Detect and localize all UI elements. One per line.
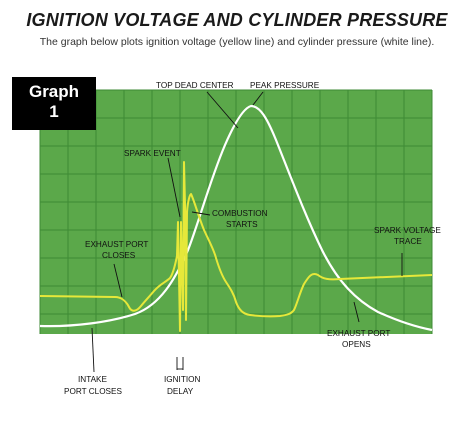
top-dead-center-label: TOP DEAD CENTER — [156, 81, 234, 90]
exhaust-port-closes-label-1: EXHAUST PORT — [85, 240, 148, 249]
ignition-delay-label-2: DELAY — [167, 387, 194, 396]
spark-event-label: SPARK EVENT — [124, 149, 181, 158]
intake-port-closes-label-2: PORT CLOSES — [64, 387, 122, 396]
graph-badge: Graph 1 — [12, 77, 96, 130]
graph-badge-label: Graph — [28, 82, 80, 101]
spark-voltage-label-2: TRACE — [394, 237, 422, 246]
exhaust-port-closes-leader — [113, 263, 123, 298]
chart-title: IGNITION VOLTAGE AND CYLINDER PRESSURE — [26, 10, 448, 30]
peak-pressure-label: PEAK PRESSURE — [250, 81, 320, 90]
ignition-delay-label-1: IGNITION — [164, 375, 200, 384]
intake-port-closes-leader — [91, 327, 95, 373]
peak-pressure-leader — [252, 91, 264, 106]
chart-subtitle: The graph below plots ignition voltage (… — [39, 36, 435, 48]
combustion-starts-label-2: STARTS — [226, 220, 258, 229]
exhaust-port-opens-label-1: EXHAUST PORT — [327, 329, 390, 338]
exhaust-port-opens-label-2: OPENS — [342, 340, 371, 349]
pressure-line — [39, 104, 433, 332]
spark-voltage-label-1: SPARK VOLTAGE — [374, 226, 441, 235]
exhaust-port-opens-leader — [353, 301, 360, 323]
voltage-line — [39, 161, 433, 332]
graph-badge-number: 1 — [49, 102, 59, 121]
intake-port-closes-label-1: INTAKE — [78, 375, 108, 384]
exhaust-port-closes-label-2: CLOSES — [102, 251, 136, 260]
combustion-starts-leader — [191, 211, 211, 216]
combustion-starts-label-1: COMBUSTION — [212, 209, 268, 218]
spark-event-leader — [167, 157, 181, 218]
top-dead-center-leader — [206, 91, 239, 129]
